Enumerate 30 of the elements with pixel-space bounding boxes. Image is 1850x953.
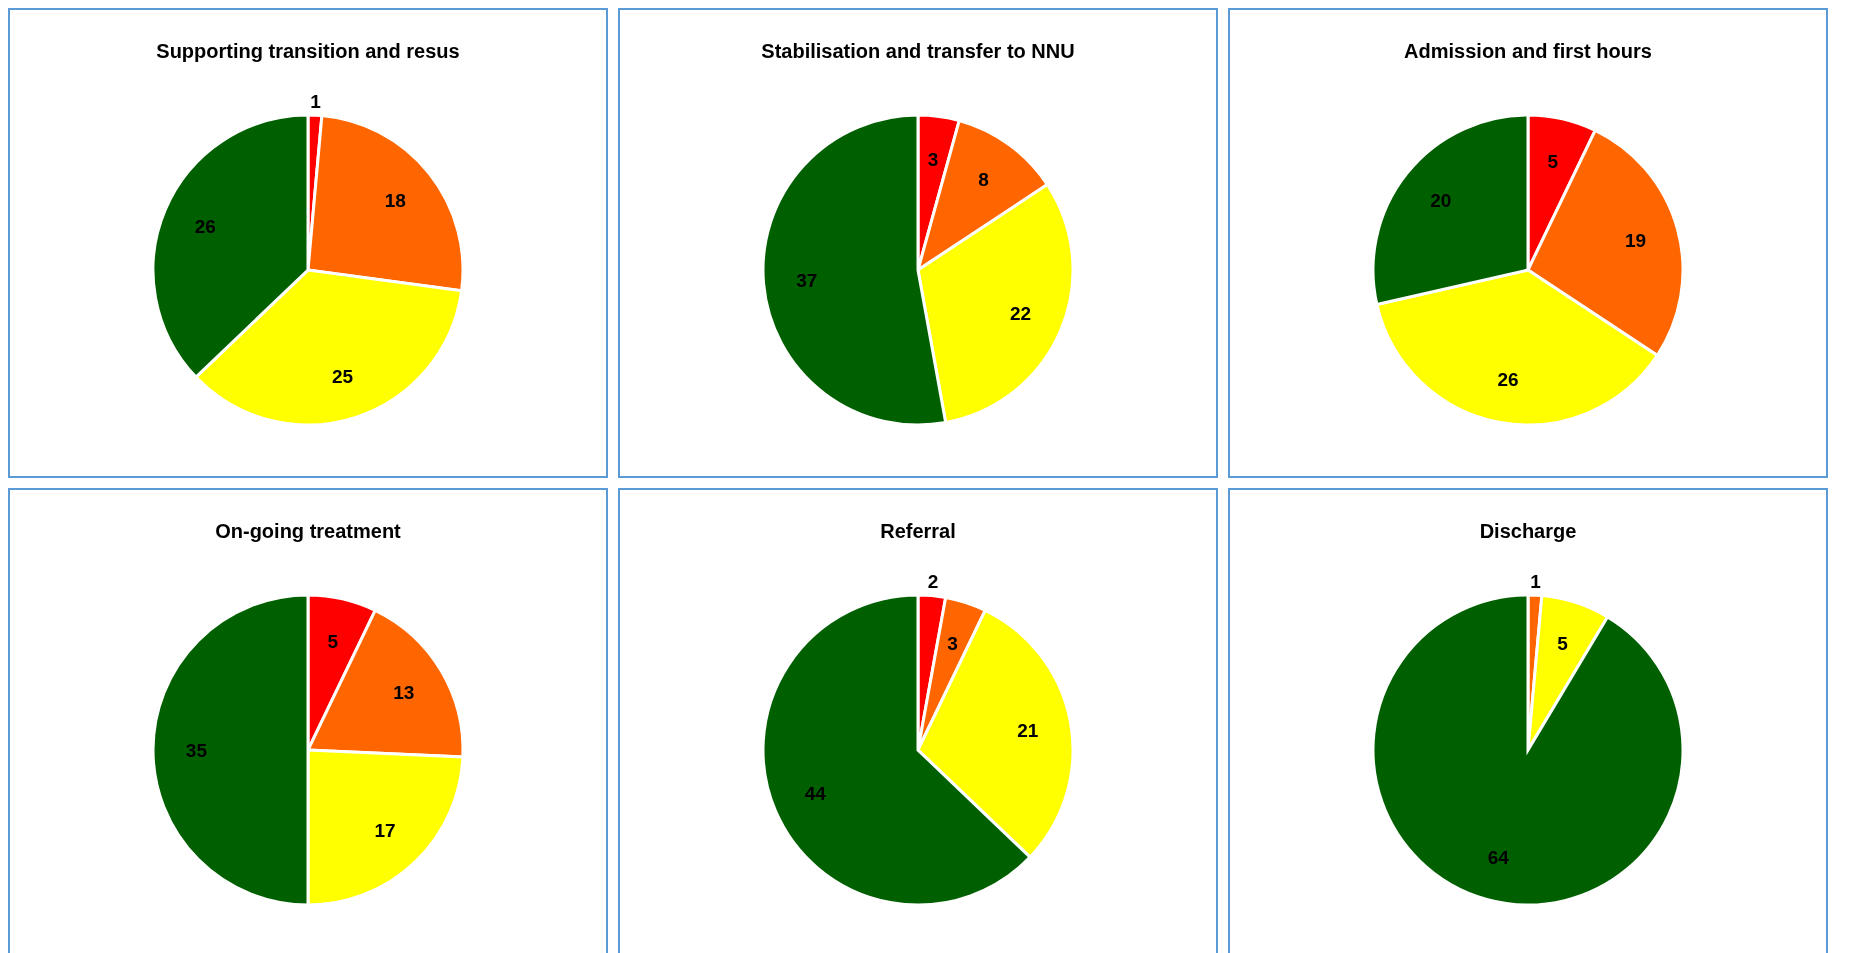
chart-title: Supporting transition and resus — [155, 40, 461, 63]
data-label: 26 — [194, 215, 216, 237]
data-label: 44 — [804, 783, 827, 805]
data-label: 1 — [310, 90, 322, 112]
data-label: 21 — [1017, 719, 1039, 741]
data-label: 13 — [393, 682, 415, 704]
data-label: 64 — [1487, 847, 1510, 869]
data-label: 37 — [796, 269, 818, 291]
data-label: 5 — [327, 630, 339, 652]
data-label: 22 — [1010, 303, 1032, 325]
data-label: 5 — [1547, 150, 1559, 172]
data-label: 18 — [384, 189, 406, 211]
data-label: 19 — [1625, 229, 1647, 251]
chart-title: Referral — [879, 520, 957, 543]
data-label: 17 — [374, 820, 396, 842]
chart-title: Discharge — [1478, 520, 1578, 543]
data-label: 1 — [1530, 570, 1542, 592]
data-label: 20 — [1430, 189, 1452, 211]
chart-title: On-going treatment — [214, 520, 402, 543]
data-label: 25 — [331, 365, 354, 387]
data-label: 5 — [1557, 633, 1569, 655]
chart-title: Admission and first hours — [1403, 40, 1653, 63]
data-label: 3 — [927, 148, 939, 170]
chart-title: Stabilisation and transfer to NNU — [760, 40, 1076, 63]
data-label: 8 — [978, 169, 989, 191]
data-label: 35 — [185, 739, 208, 761]
pie-slice — [1371, 593, 1685, 907]
data-label: 2 — [927, 571, 939, 593]
data-label: 3 — [947, 633, 958, 655]
data-label: 26 — [1497, 369, 1519, 391]
